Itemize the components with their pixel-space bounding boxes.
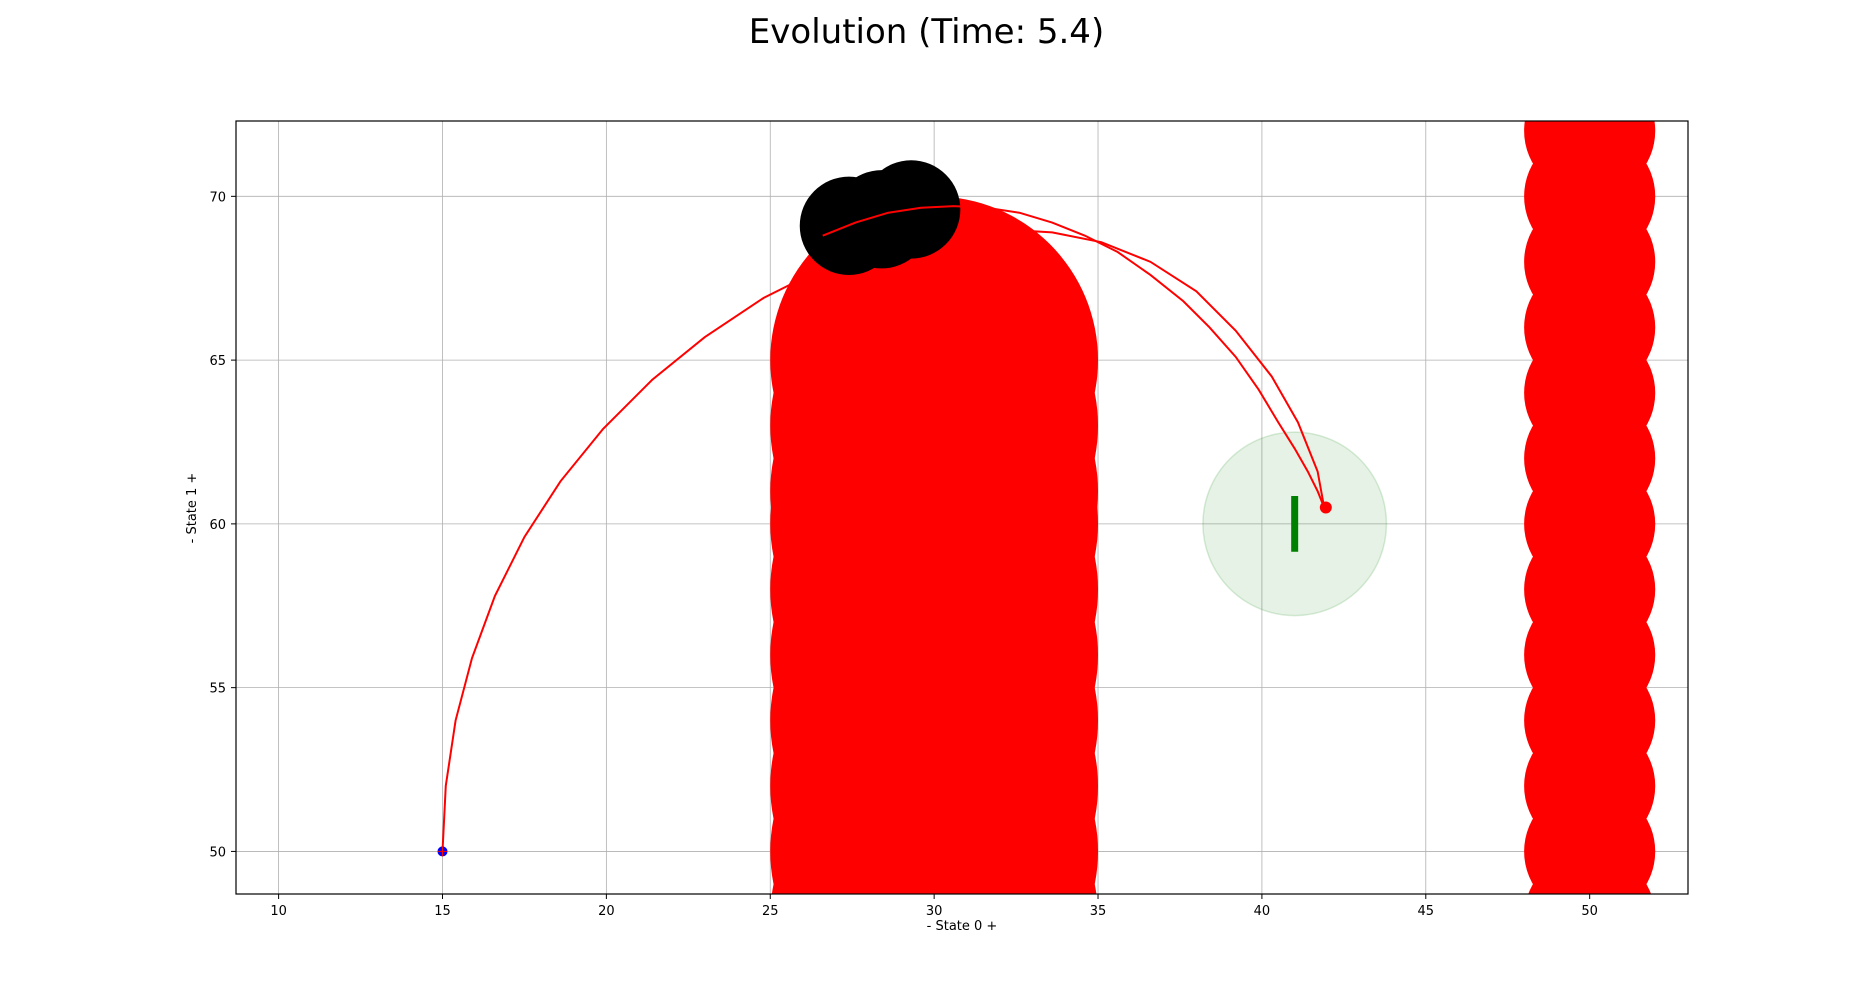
x-axis-label: - State 0 + bbox=[927, 919, 998, 934]
x-tick-label: 30 bbox=[926, 904, 943, 919]
x-tick-label: 15 bbox=[434, 904, 451, 919]
x-tick-label: 25 bbox=[762, 904, 779, 919]
x-tick-label: 40 bbox=[1254, 904, 1271, 919]
obstacle-circle bbox=[770, 884, 1098, 991]
y-axis-label: - State 1 + bbox=[185, 473, 200, 544]
x-tick-label: 20 bbox=[598, 904, 615, 919]
y-tick-label: 50 bbox=[209, 845, 226, 860]
x-tick-label: 45 bbox=[1418, 904, 1435, 919]
current-position-point bbox=[1320, 502, 1332, 514]
y-tick-label: 60 bbox=[209, 518, 226, 533]
y-tick-label: 70 bbox=[209, 190, 226, 205]
x-tick-label: 10 bbox=[270, 904, 287, 919]
y-tick-label: 55 bbox=[209, 682, 226, 697]
x-tick-label: 50 bbox=[1581, 904, 1598, 919]
y-tick-label: 65 bbox=[209, 354, 226, 369]
x-tick-label: 35 bbox=[1090, 904, 1107, 919]
